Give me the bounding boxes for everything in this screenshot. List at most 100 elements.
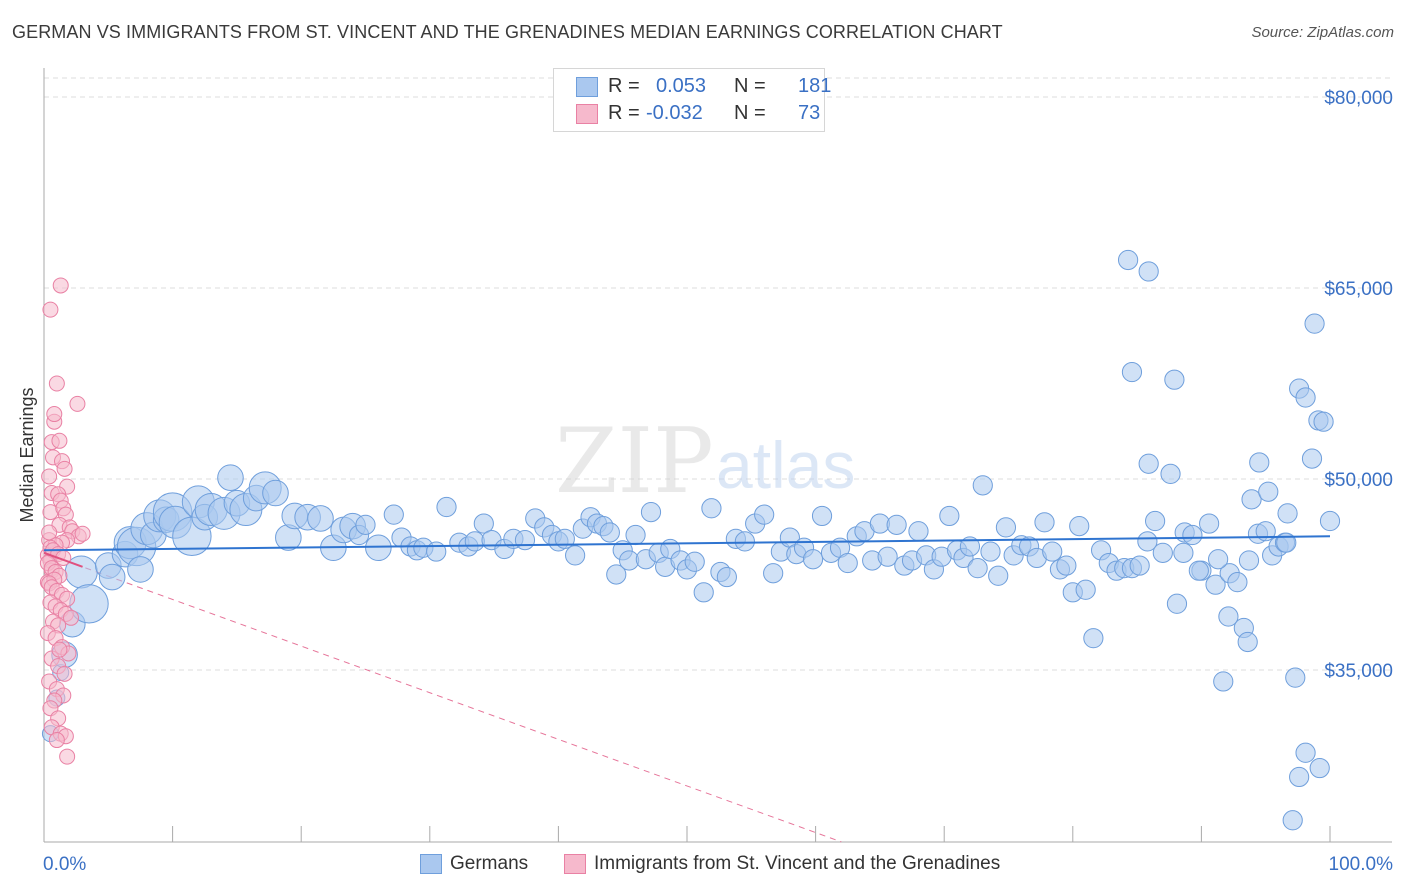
series-label-germans: Germans (450, 853, 529, 874)
data-point-germans (1304, 313, 1325, 334)
legend-r-value: -0.032 (646, 102, 703, 124)
data-point-germans (1295, 742, 1316, 763)
x-tick-label-max: 100.0% (1329, 854, 1394, 875)
data-point-immigrants (46, 406, 63, 423)
data-point-germans (1285, 667, 1306, 688)
data-point-germans (1238, 550, 1260, 571)
data-point-germans (716, 566, 737, 588)
data-point-germans (1309, 757, 1330, 779)
data-point-germans (1034, 512, 1055, 533)
data-point-germans (1075, 579, 1096, 600)
data-point-immigrants (41, 468, 58, 485)
data-point-germans (1083, 628, 1104, 649)
data-point-germans (1258, 481, 1279, 502)
data-point-germans (988, 565, 1009, 586)
data-point-immigrants (51, 641, 68, 658)
data-point-germans (1042, 541, 1063, 562)
data-point-germans (1213, 671, 1234, 692)
data-point-germans (1160, 463, 1181, 485)
series-label-immigrants: Immigrants from St. Vincent and the Gren… (594, 853, 1001, 874)
legend-r-value: 0.053 (656, 75, 707, 97)
chart-title: GERMAN VS IMMIGRANTS FROM ST. VINCENT AN… (12, 22, 1003, 42)
data-point-germans (1138, 261, 1159, 282)
data-point-germans (1276, 532, 1297, 553)
data-point-germans (1237, 631, 1258, 653)
data-point-germans (1205, 574, 1226, 595)
data-point-immigrants (56, 460, 73, 477)
data-point-germans (684, 551, 705, 572)
data-point-immigrants (69, 395, 86, 412)
data-point-immigrants (51, 432, 68, 449)
data-point-germans (355, 514, 376, 535)
x-tick-label-min: 0.0% (43, 854, 86, 875)
data-point-immigrants (48, 375, 65, 392)
data-point-immigrants (52, 277, 69, 294)
data-point-germans (1188, 560, 1209, 581)
data-point-germans (514, 530, 536, 551)
y-tick-label: $80,000 (1324, 88, 1393, 109)
data-point-germans (1208, 549, 1229, 570)
data-point-germans (262, 479, 289, 507)
data-point-germans (1301, 448, 1323, 469)
trend-line-immigrants-solid (43, 551, 83, 568)
data-point-germans (1241, 489, 1262, 510)
data-point-germans (640, 502, 662, 523)
legend-r-label: R = (608, 102, 640, 124)
data-point-germans (1282, 810, 1303, 831)
data-point-germans (886, 514, 907, 535)
legend-n-value: 181 (798, 75, 832, 97)
legend-n-value: 73 (798, 102, 821, 124)
data-point-germans (967, 558, 988, 579)
data-point-germans (1069, 516, 1090, 537)
data-point-germans (877, 546, 898, 567)
data-point-germans (217, 464, 244, 492)
data-point-germans (383, 504, 404, 525)
data-point-germans (1145, 510, 1166, 532)
data-point-germans (436, 496, 457, 518)
stats-legend: R = 0.053 N = 181 R = -0.032 N = 73 (553, 68, 831, 132)
data-point-germans (625, 524, 646, 546)
data-point-germans (939, 505, 960, 527)
trend-line-immigrants-dashed (43, 552, 842, 843)
data-point-immigrants (42, 301, 59, 318)
legend-swatch-blue (576, 77, 598, 97)
data-point-germans (802, 549, 824, 570)
trend-line-germans (43, 535, 1331, 552)
data-point-germans (701, 498, 722, 519)
legend-r-label: R = (608, 75, 640, 97)
data-point-germans (693, 582, 714, 603)
data-point-germans (1164, 369, 1185, 390)
data-point-germans (1056, 555, 1077, 576)
y-tick-label: $35,000 (1324, 661, 1393, 682)
data-point-germans (1289, 766, 1310, 788)
data-point-germans (837, 552, 858, 574)
data-point-germans (98, 563, 126, 591)
series-swatch-pink (564, 854, 586, 874)
data-point-germans (734, 531, 755, 552)
data-point-immigrants (59, 748, 76, 765)
y-axis-label: Median Earnings (17, 387, 37, 522)
data-point-germans (127, 556, 154, 583)
data-point-germans (980, 541, 1001, 562)
data-point-germans (1152, 542, 1173, 563)
data-point-germans (1129, 555, 1150, 576)
data-point-germans (1137, 531, 1158, 552)
data-point-germans (1121, 361, 1143, 383)
watermark-atlas: atlas (716, 428, 855, 502)
data-point-germans (1295, 387, 1316, 408)
data-point-germans (1166, 593, 1188, 614)
data-point-immigrants (48, 732, 65, 749)
watermark-zip: ZIP (555, 409, 714, 514)
data-point-immigrants (56, 665, 73, 682)
legend-swatch-pink (576, 104, 598, 124)
data-point-immigrants (63, 609, 80, 626)
data-point-germans (606, 564, 627, 585)
data-point-germans (1319, 510, 1341, 532)
data-point-germans (426, 541, 447, 562)
data-point-germans (763, 563, 784, 584)
data-point-germans (1173, 542, 1194, 563)
data-point-germans (1249, 452, 1270, 473)
data-point-germans (1313, 411, 1334, 432)
data-point-germans (1277, 503, 1298, 524)
data-point-germans (565, 545, 586, 566)
